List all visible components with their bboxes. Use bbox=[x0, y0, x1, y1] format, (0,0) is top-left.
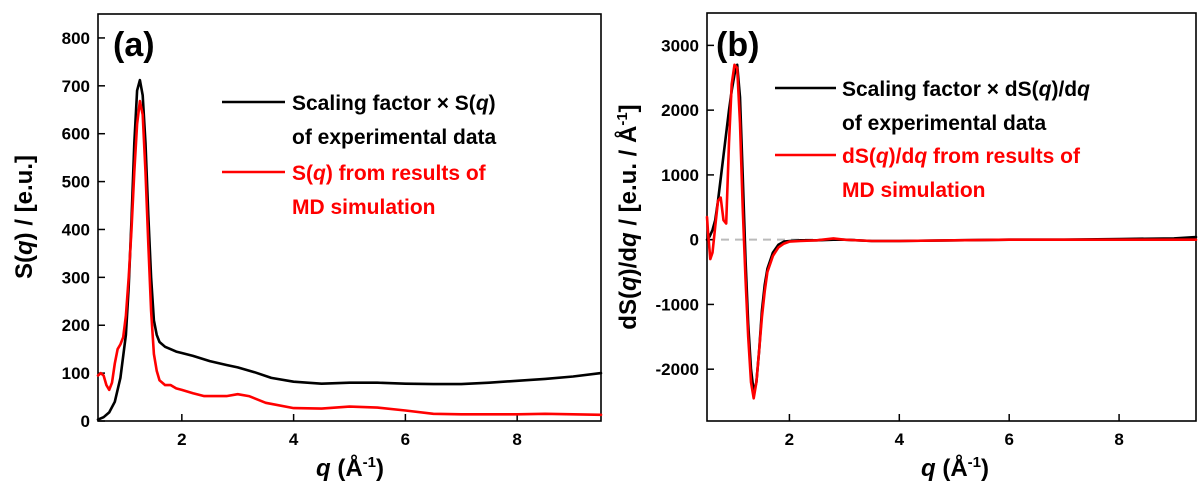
y-ticks: -2000 -1000 0 1000 2000 3000 bbox=[656, 36, 714, 379]
legend: Scaling factor × S(q) of experimental da… bbox=[222, 92, 497, 219]
legend-label-line2: of experimental data bbox=[842, 112, 1047, 135]
y-tick-label: 2000 bbox=[661, 101, 699, 120]
series-line-md-simulation bbox=[705, 63, 1198, 400]
y-tick-label: 400 bbox=[62, 220, 90, 239]
y-tick-label: 1000 bbox=[661, 166, 699, 185]
y-axis-title: S(q) / [e.u.] bbox=[11, 155, 38, 279]
chart-panel-a: 2 4 6 8 0 100 200 300 400 500 600 700 800 (a) q (Å-… bbox=[11, 13, 603, 482]
series-line-md-simulation bbox=[96, 99, 603, 417]
y-tick-label: 300 bbox=[62, 268, 90, 287]
y-tick-label: 100 bbox=[62, 364, 90, 383]
y-ticks: 0 100 200 300 400 500 600 700 800 bbox=[62, 29, 105, 431]
panel-label: (a) bbox=[113, 26, 155, 64]
y-tick-label: -1000 bbox=[656, 295, 699, 314]
x-ticks: 2 4 6 8 bbox=[785, 414, 1124, 449]
legend-label-line1: Scaling factor × dS(q)/dq bbox=[842, 78, 1090, 101]
y-tick-label: 0 bbox=[690, 231, 699, 250]
y-tick-label: 3000 bbox=[661, 36, 699, 55]
y-tick-label: 500 bbox=[62, 173, 90, 192]
y-tick-label: -2000 bbox=[656, 360, 699, 379]
x-tick-label: 6 bbox=[1004, 430, 1013, 449]
panel-label: (b) bbox=[716, 26, 759, 64]
series-layer bbox=[705, 63, 1198, 400]
x-tick-label: 2 bbox=[177, 430, 186, 449]
y-tick-label: 700 bbox=[62, 77, 90, 96]
legend-label-line2: MD simulation bbox=[842, 179, 986, 202]
series-layer bbox=[96, 78, 603, 421]
y-tick-label: 200 bbox=[62, 316, 90, 335]
x-tick-label: 8 bbox=[1114, 430, 1123, 449]
x-tick-label: 4 bbox=[895, 430, 905, 449]
y-tick-label: 0 bbox=[81, 412, 90, 431]
x-tick-label: 2 bbox=[785, 430, 794, 449]
legend-label-line1: S(q) from results of bbox=[292, 162, 487, 185]
y-axis-title: dS(q)/dq / [e.u. / Å-1] bbox=[614, 104, 642, 329]
legend-label-line1: Scaling factor × S(q) bbox=[292, 92, 496, 115]
x-axis-title: q (Å-1) bbox=[921, 454, 989, 482]
legend-label-line2: of experimental data bbox=[292, 126, 497, 149]
y-tick-label: 800 bbox=[62, 29, 90, 48]
legend-entry-md: S(q) from results of MD simulation bbox=[222, 162, 487, 219]
legend-label-line1: dS(q)/dq from results of bbox=[842, 145, 1081, 168]
plot-frame bbox=[706, 12, 1197, 422]
chart-panel-b: 2 4 6 8 -2000 -1000 0 1000 2000 3000 (b) q (Å-1)… bbox=[614, 12, 1198, 482]
legend-entry-experimental: Scaling factor × dS(q)/dq of experimenta… bbox=[775, 78, 1090, 135]
x-tick-label: 8 bbox=[512, 430, 521, 449]
x-tick-label: 6 bbox=[401, 430, 410, 449]
x-axis-title: q (Å-1) bbox=[316, 454, 384, 482]
y-tick-label: 600 bbox=[62, 125, 90, 144]
legend-entry-md: dS(q)/dq from results of MD simulation bbox=[775, 145, 1081, 202]
x-tick-label: 4 bbox=[289, 430, 299, 449]
x-ticks: 2 4 6 8 bbox=[177, 414, 522, 449]
legend-entry-experimental: Scaling factor × S(q) of experimental da… bbox=[222, 92, 497, 149]
legend: Scaling factor × dS(q)/dq of experimenta… bbox=[775, 78, 1090, 202]
plot-frame bbox=[97, 13, 602, 422]
legend-label-line2: MD simulation bbox=[292, 196, 436, 219]
